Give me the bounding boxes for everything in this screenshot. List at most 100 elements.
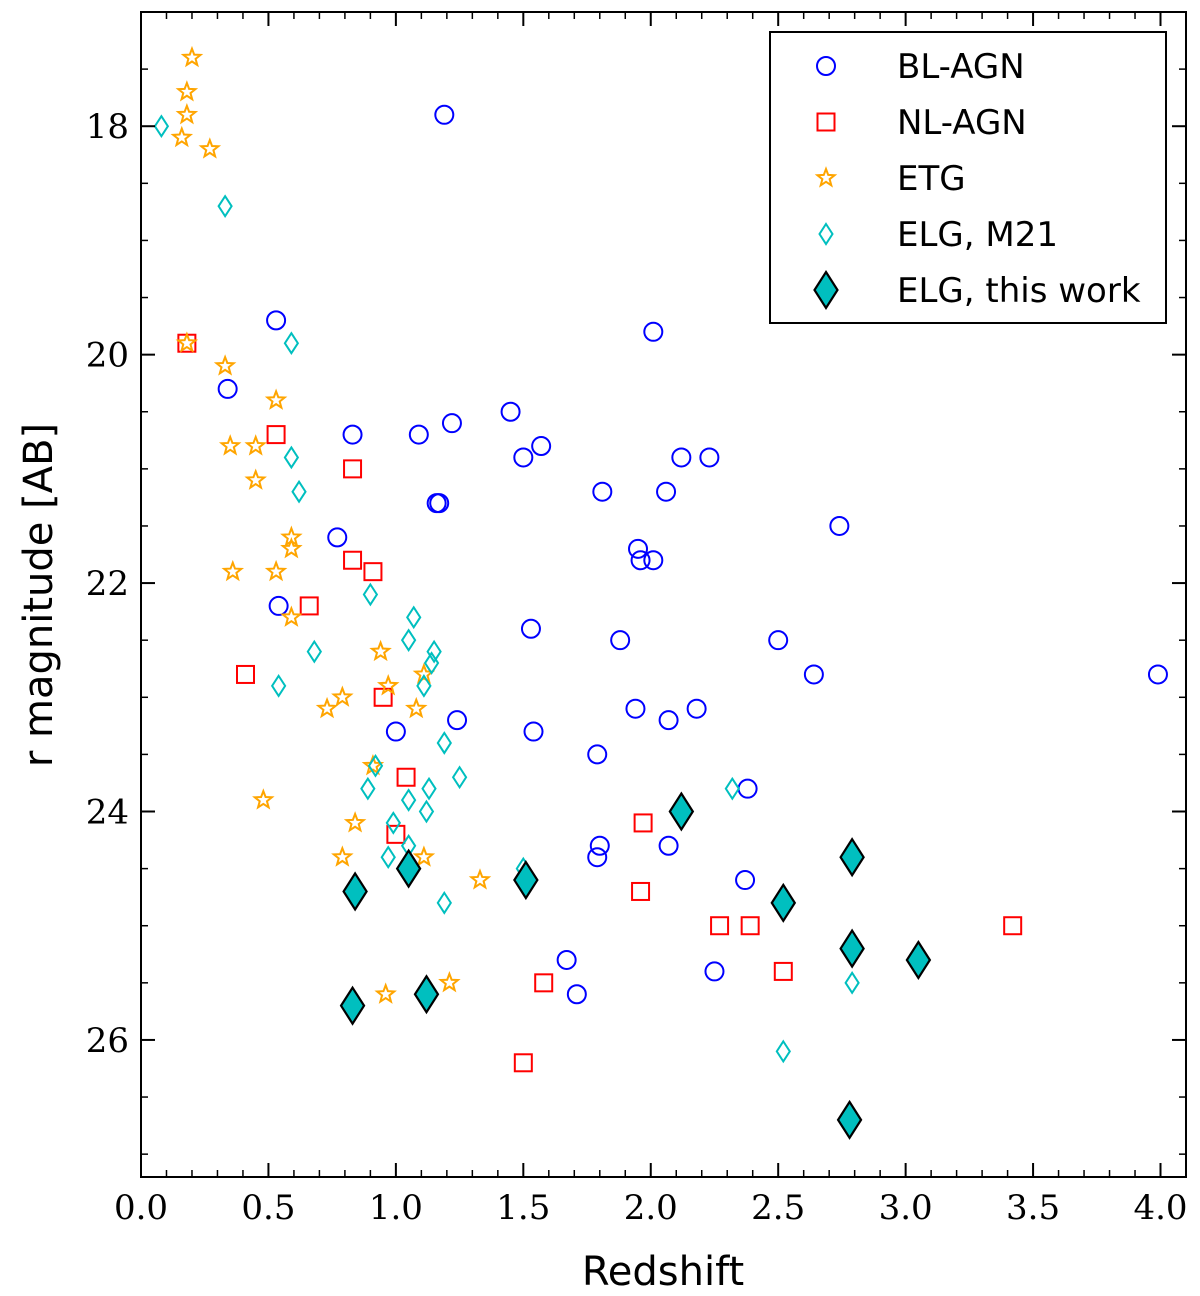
data-point <box>396 767 416 787</box>
data-point <box>775 1039 791 1064</box>
data-point <box>426 493 447 514</box>
legend-box <box>769 31 1167 324</box>
data-point <box>658 835 679 856</box>
data-point <box>412 662 436 685</box>
data-point <box>236 664 255 684</box>
data-point <box>587 744 608 765</box>
legend-entry: ELG, M21 <box>818 215 1058 255</box>
data-point <box>803 664 824 685</box>
data-point <box>556 949 577 970</box>
data-point <box>385 811 402 835</box>
data-point <box>180 45 204 68</box>
data-point <box>363 562 383 582</box>
x-axis-title: Redshift <box>582 1249 744 1295</box>
data-point <box>513 859 539 901</box>
legend-marker <box>816 112 836 132</box>
data-point <box>217 378 238 399</box>
data-point <box>413 974 440 1015</box>
data-point <box>628 538 649 559</box>
data-point <box>839 928 865 969</box>
data-point <box>710 916 730 936</box>
data-point <box>534 973 554 993</box>
data-point <box>686 698 707 719</box>
data-point <box>406 605 422 630</box>
data-point <box>426 639 442 664</box>
data-point <box>331 685 354 707</box>
data-point <box>768 630 789 651</box>
data-point <box>416 674 432 698</box>
x-tick-label: 3.0 <box>879 1188 933 1228</box>
plot-frame <box>140 11 1187 1178</box>
data-point <box>270 674 287 698</box>
data-point <box>531 436 552 457</box>
data-point <box>380 845 396 870</box>
legend-entry: NL-AGN <box>816 103 1027 143</box>
data-point <box>423 651 440 675</box>
series-bl-agn <box>217 104 1168 1005</box>
data-point <box>773 961 793 981</box>
data-point <box>447 710 468 731</box>
data-point <box>327 527 348 548</box>
data-point <box>633 813 653 833</box>
data-point <box>434 104 455 125</box>
legend-entry: ETG <box>814 159 966 199</box>
data-point <box>331 845 354 867</box>
x-tick-label: 1.0 <box>369 1188 423 1228</box>
data-point <box>630 550 651 571</box>
data-point <box>699 447 720 468</box>
data-point <box>218 434 242 456</box>
data-point <box>523 721 544 742</box>
data-point <box>587 847 608 868</box>
legend-marker <box>814 166 838 188</box>
data-point <box>500 401 521 422</box>
axis-ticks: 0.0 0.5 1.0 1.5 2.0 2.5 3.0 3.5 4.0 18 20 22 24 26 <box>86 12 1188 1228</box>
data-point <box>221 559 245 582</box>
data-point <box>668 791 695 832</box>
data-point <box>343 459 363 479</box>
data-point <box>339 985 366 1026</box>
data-point <box>740 916 760 936</box>
data-point <box>1147 664 1168 685</box>
series-etg <box>170 45 492 1004</box>
data-point <box>643 321 664 342</box>
data-point <box>264 559 288 582</box>
data-point <box>724 776 741 801</box>
data-point <box>400 788 417 812</box>
x-tick-label: 4.0 <box>1133 1188 1187 1228</box>
legend: BL-AGN NL-AGN ETG ELG, M21 ELG, this work <box>769 31 1167 324</box>
data-point <box>513 1053 533 1073</box>
data-point <box>280 605 303 627</box>
data-point <box>360 776 376 801</box>
data-point <box>839 837 865 878</box>
data-point <box>438 970 461 993</box>
data-point <box>418 799 435 824</box>
legend-entry: BL-AGN <box>816 47 1025 87</box>
data-point <box>592 481 613 502</box>
legend-entry: ELG, this work <box>813 269 1141 311</box>
data-point <box>836 1099 863 1140</box>
legend-label: ELG, M21 <box>897 215 1058 255</box>
data-point <box>625 698 646 719</box>
data-point <box>451 765 468 790</box>
data-point <box>175 102 199 125</box>
data-point <box>566 984 587 1005</box>
data-point <box>671 447 692 468</box>
data-point <box>306 639 323 664</box>
data-point <box>658 710 679 731</box>
data-point <box>266 310 287 331</box>
data-point <box>631 881 651 901</box>
data-point <box>170 125 194 148</box>
data-point <box>408 424 429 445</box>
legend-label: ELG, this work <box>897 271 1141 311</box>
data-point <box>735 870 756 891</box>
y-tick-label: 18 <box>86 107 129 147</box>
data-point <box>1003 916 1023 936</box>
data-point <box>395 848 422 889</box>
x-tick-label: 1.5 <box>496 1188 550 1228</box>
data-point <box>280 536 303 559</box>
y-axis-title: r magnitude [AB] <box>16 423 62 767</box>
data-point <box>905 939 932 981</box>
data-point <box>610 630 631 651</box>
data-point <box>829 515 850 536</box>
